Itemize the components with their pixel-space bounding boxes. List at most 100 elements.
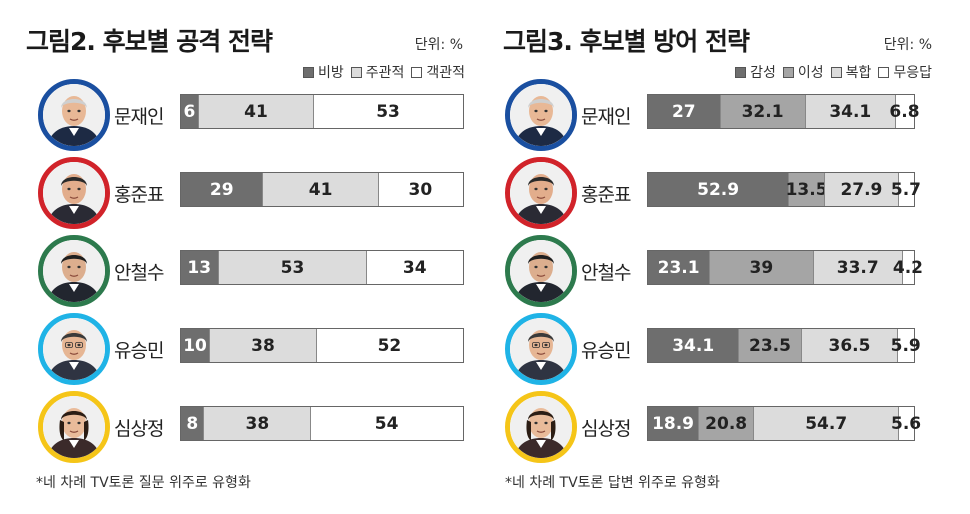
bar-segment: 5.7 xyxy=(891,173,921,206)
legend-item: 비방 xyxy=(302,62,344,82)
legend-label: 감성 xyxy=(750,65,776,81)
candidate-row: 유승민 34.1 23.5 36.5 5.9 xyxy=(485,310,970,388)
portrait-sim-icon xyxy=(505,391,577,463)
bar-segment: 6 xyxy=(181,95,198,128)
stacked-bar: 6 41 53 xyxy=(180,94,464,129)
legend-label: 복합 xyxy=(845,65,872,81)
bar-segment: 30 xyxy=(377,173,462,206)
legend-label: 비방 xyxy=(317,65,344,81)
bar-segment: 53 xyxy=(313,95,462,128)
bar-segment: 38 xyxy=(203,407,311,440)
stacked-bar: 18.9 20.8 54.7 5.6 xyxy=(647,406,921,441)
unit-label: 단위: % xyxy=(414,37,463,53)
bar-segment: 27 xyxy=(648,95,720,128)
legend-swatch xyxy=(830,66,842,78)
footnote: *네 차례 TV토론 답변 위주로 유형화 xyxy=(505,475,720,491)
candidate-name: 유승민 xyxy=(581,340,631,362)
candidate-row: 홍준표 52.9 13.5 27.9 5.7 xyxy=(485,154,970,232)
attack-strategy-chart: 그림2. 후보별 공격 전략 단위: % 비방 주관적 객관적 문재인 6 41 53 홍준… xyxy=(0,27,485,491)
portrait-ahn-icon xyxy=(38,235,110,307)
bar-segment: 10 xyxy=(181,329,210,362)
legend-item: 객관적 xyxy=(411,62,465,82)
legend-label: 객관적 xyxy=(426,65,465,81)
legend-swatch xyxy=(782,66,794,78)
candidate-row: 문재인 6 41 53 xyxy=(0,76,485,154)
legend: 감성 이성 복합 무응답 xyxy=(728,62,932,82)
legend-swatch xyxy=(878,66,890,78)
bar-segment: 34 xyxy=(366,251,462,284)
chart-title: 그림3. 후보별 방어 전략 xyxy=(503,27,750,56)
stacked-bar: 27 32.1 34.1 6.8 xyxy=(647,94,920,129)
bar-segment: 23.5 xyxy=(738,329,801,362)
legend: 비방 주관적 객관적 xyxy=(296,62,465,82)
legend-swatch xyxy=(735,66,747,78)
portrait-sim-icon xyxy=(38,391,110,463)
candidate-row: 심상정 18.9 20.8 54.7 5.6 xyxy=(485,388,970,466)
legend-label: 무응답 xyxy=(893,65,932,81)
bar-segment: 27.9 xyxy=(823,173,898,206)
bar-segment: 20.8 xyxy=(698,407,754,440)
stacked-bar: 23.1 39 33.7 4.2 xyxy=(647,250,923,285)
candidate-name: 홍준표 xyxy=(581,184,631,206)
bar-segment: 5.9 xyxy=(891,329,921,362)
candidate-name: 문재인 xyxy=(114,106,164,128)
legend-item: 이성 xyxy=(782,62,824,82)
bar-segment: 13 xyxy=(181,251,218,284)
portrait-hong-icon xyxy=(38,157,110,229)
bar-segment: 39 xyxy=(709,251,813,284)
stacked-bar: 29 41 30 xyxy=(180,172,464,207)
bar-segment: 18.9 xyxy=(648,407,699,440)
portrait-moon-icon xyxy=(38,79,110,151)
bar-segment: 34.1 xyxy=(648,329,739,362)
portrait-yoo-icon xyxy=(38,313,110,385)
bar-segment: 38 xyxy=(209,329,316,362)
stacked-bar: 13 53 34 xyxy=(180,250,464,285)
candidate-name: 심상정 xyxy=(114,418,164,440)
legend-label: 주관적 xyxy=(365,65,405,81)
portrait-ahn-icon xyxy=(505,235,577,307)
bar-segment: 54.7 xyxy=(753,407,899,440)
candidate-name: 홍준표 xyxy=(114,184,164,206)
bar-segment: 13.5 xyxy=(786,173,828,206)
chart-title: 그림2. 후보별 공격 전략 xyxy=(26,27,273,56)
stacked-bar: 52.9 13.5 27.9 5.7 xyxy=(647,172,921,207)
footnote: *네 차례 TV토론 질문 위주로 유형화 xyxy=(36,475,251,491)
bar-segment: 52.9 xyxy=(648,173,789,206)
unit-label: 단위: % xyxy=(883,37,932,53)
legend-item: 감성 xyxy=(735,62,776,82)
bar-segment: 34.1 xyxy=(804,95,895,128)
legend-swatch xyxy=(302,66,314,78)
portrait-hong-icon xyxy=(505,157,577,229)
bar-segment: 23.1 xyxy=(648,251,710,284)
bar-segment: 53 xyxy=(217,251,367,284)
bar-segment: 32.1 xyxy=(719,95,805,128)
candidate-row: 홍준표 29 41 30 xyxy=(0,154,485,232)
stacked-bar: 34.1 23.5 36.5 5.9 xyxy=(647,328,921,363)
defense-strategy-chart: 그림3. 후보별 방어 전략 단위: % 감성 이성 복합 무응답 문재인 27 32.1… xyxy=(485,0,970,514)
bar-segment: 5.6 xyxy=(891,407,921,440)
bar-segment: 54 xyxy=(310,407,462,440)
candidate-row: 안철수 23.1 39 33.7 4.2 xyxy=(485,232,970,310)
bar-segment: 8 xyxy=(181,407,204,440)
legend-item: 무응답 xyxy=(878,62,932,82)
candidate-row: 문재인 27 32.1 34.1 6.8 xyxy=(485,76,970,154)
legend-item: 복합 xyxy=(830,62,872,82)
legend-item: 주관적 xyxy=(350,62,405,82)
candidate-name: 유승민 xyxy=(114,340,164,362)
candidate-row: 유승민 10 38 52 xyxy=(0,310,485,388)
bar-segment: 36.5 xyxy=(800,329,898,362)
legend-swatch xyxy=(350,66,362,78)
bar-segment: 41 xyxy=(197,95,314,128)
candidate-row: 안철수 13 53 34 xyxy=(0,232,485,310)
bar-segment: 33.7 xyxy=(812,251,902,284)
bar-segment: 52 xyxy=(315,329,462,362)
bar-segment: 4.2 xyxy=(893,251,923,284)
candidate-row: 심상정 8 38 54 xyxy=(0,388,485,466)
stacked-bar: 10 38 52 xyxy=(180,328,464,363)
candidate-name: 안철수 xyxy=(581,262,631,284)
portrait-yoo-icon xyxy=(505,313,577,385)
candidate-name: 문재인 xyxy=(581,106,631,128)
legend-swatch xyxy=(411,66,423,78)
stacked-bar: 8 38 54 xyxy=(180,406,464,441)
candidate-name: 심상정 xyxy=(581,418,631,440)
